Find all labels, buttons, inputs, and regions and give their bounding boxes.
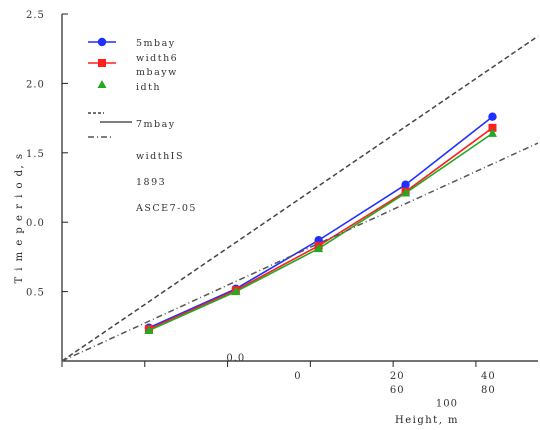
y-tick-label: 0.0 [26, 218, 45, 229]
series-4 [61, 142, 539, 362]
x-tick-label: 0.0 [226, 353, 245, 364]
series-line [61, 142, 539, 362]
legend-label: idth [136, 82, 161, 93]
legend-label: widthIS [136, 151, 184, 162]
x-tick-label: 60 [390, 385, 405, 396]
y-tick-label: 0.5 [26, 288, 45, 299]
x-axis-title: Height, m [395, 415, 459, 426]
data-point [144, 325, 154, 334]
legend-label: 7mbay [136, 119, 176, 130]
data-point [401, 180, 410, 189]
legend-label: width6 [136, 53, 178, 64]
legend-label: mbayw [136, 67, 178, 78]
data-point [487, 128, 497, 137]
series-3 [61, 35, 539, 362]
x-tick-label: 20 [390, 371, 405, 382]
x-tick-label: 100 [436, 399, 458, 410]
data-point [488, 112, 497, 121]
y-tick-label: 2.5 [26, 10, 45, 21]
x-tick-label: 80 [481, 385, 496, 396]
y-axis-title: T i m e p e r i o d, s [14, 152, 25, 283]
legend-label: ASCE7-05 [135, 203, 197, 214]
legend-marker-square [98, 59, 106, 67]
series-line [148, 116, 493, 329]
legend-label: 1893 [136, 177, 166, 188]
x-tick-label: 40 [481, 371, 496, 382]
data-point [314, 243, 324, 253]
y-tick-label: 1.5 [26, 149, 45, 160]
legend-marker-triangle [97, 80, 107, 88]
series-line [148, 132, 493, 332]
data-point [401, 188, 411, 197]
y-tick-label: 2.0 [26, 79, 45, 90]
legend-marker-circle [97, 37, 107, 47]
series-line [61, 35, 539, 362]
data-point [488, 123, 497, 132]
legend-label: 5mbay [136, 38, 176, 49]
series-2 [144, 128, 497, 334]
series-0 [144, 112, 497, 332]
x-tick-label: 0 [294, 371, 301, 382]
data-point [231, 286, 241, 296]
